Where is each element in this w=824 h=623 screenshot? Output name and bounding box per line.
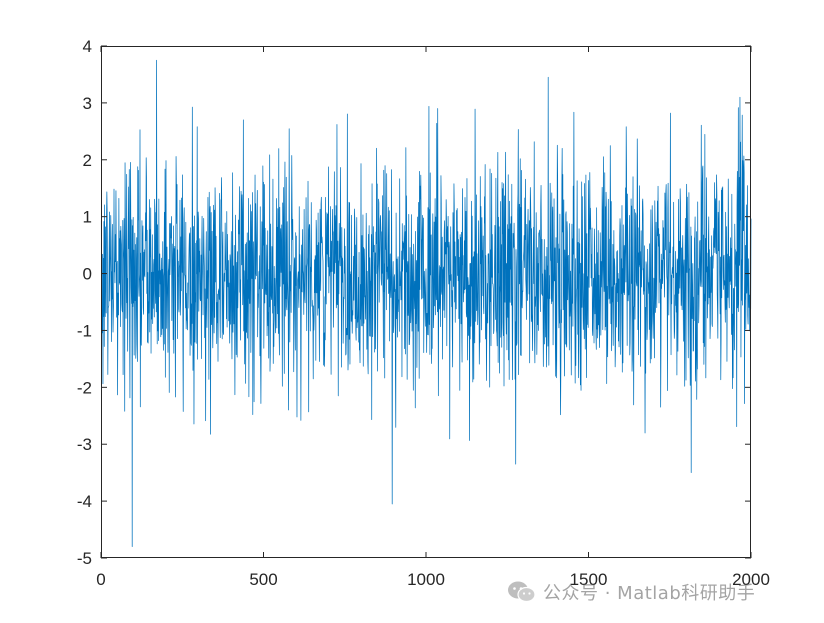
x-tick-label: 0	[96, 570, 105, 589]
watermark-text: 公众号 · Matlab科研助手	[543, 579, 755, 605]
y-tick-label: 4	[83, 37, 92, 56]
y-tick-label: -5	[77, 549, 92, 568]
x-tick-label: 1000	[407, 570, 445, 589]
y-tick-label: 2	[83, 151, 92, 170]
x-tick-label: 500	[249, 570, 277, 589]
y-tick-label: 0	[83, 265, 92, 284]
y-tick-label: -1	[77, 321, 92, 340]
y-tick-label: 3	[83, 94, 92, 113]
wechat-icon	[507, 580, 537, 604]
y-tick-label: -3	[77, 435, 92, 454]
y-tick-label: -4	[77, 492, 92, 511]
y-tick-label: -2	[77, 378, 92, 397]
axes-area: 0 500 1000 1500 2000-5-4-3-2-101234	[77, 37, 770, 589]
y-tick-label: 1	[83, 208, 92, 227]
watermark: 公众号 · Matlab科研助手	[507, 579, 755, 605]
